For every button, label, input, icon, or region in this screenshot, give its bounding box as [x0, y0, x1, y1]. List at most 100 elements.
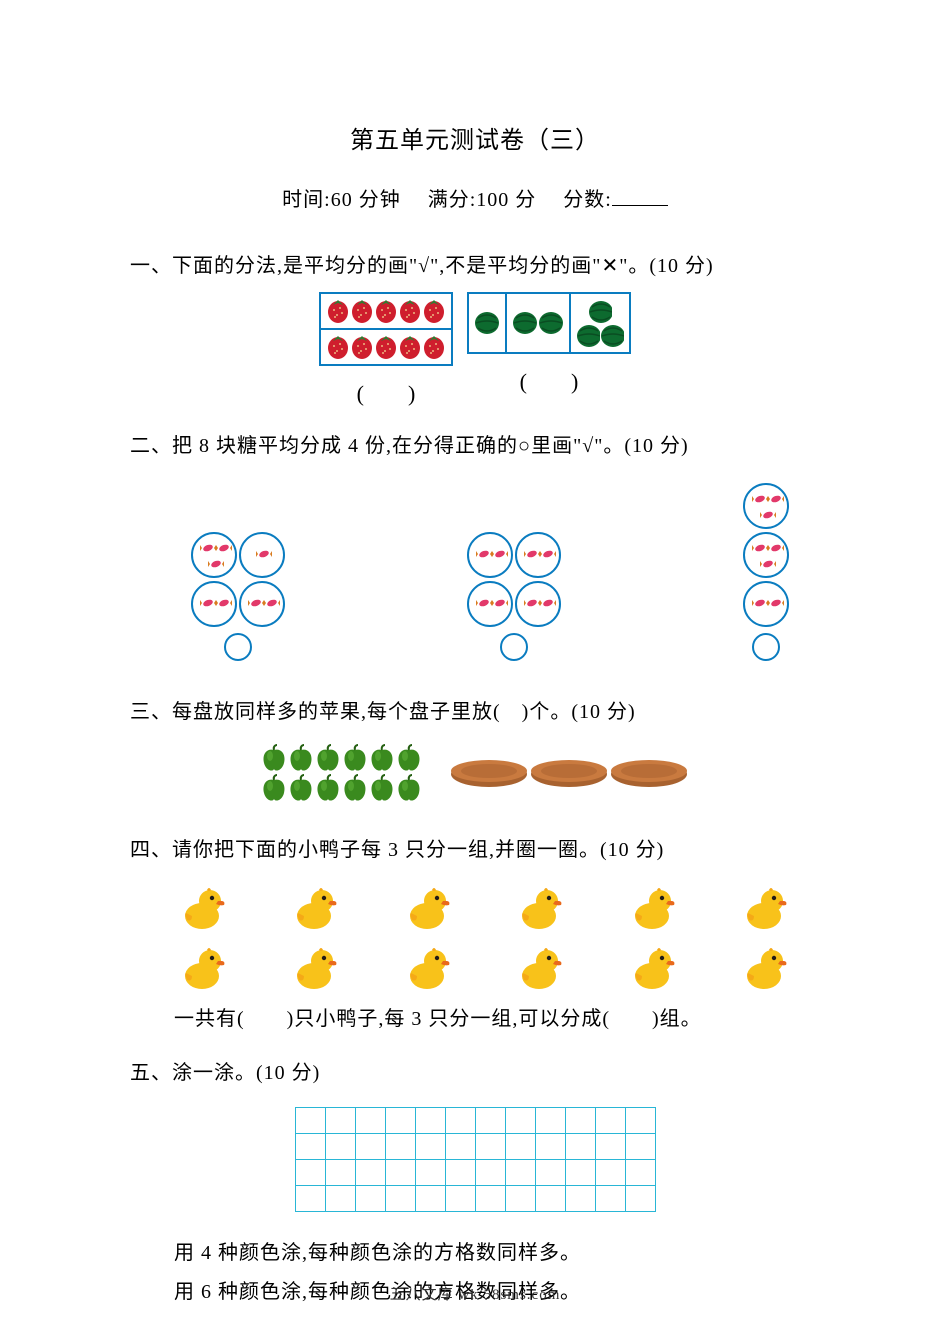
footer-text: 五八文库 wk.58sms.com [0, 1283, 950, 1304]
duck-icon [630, 886, 678, 932]
duck-icon [180, 886, 228, 932]
meta-line: 时间:60 分钟 满分:100 分 分数: [130, 183, 820, 212]
check-circle-1[interactable] [500, 633, 528, 661]
grid-cell[interactable] [415, 1134, 445, 1160]
watermelon-icon [588, 299, 612, 323]
q1-watermelon-table [467, 292, 631, 354]
watermelon-icon [600, 323, 624, 347]
grid-cell[interactable] [295, 1134, 325, 1160]
grid-cell[interactable] [325, 1134, 355, 1160]
grid-cell[interactable] [295, 1160, 325, 1186]
duck-icon [742, 946, 790, 992]
duck-icon [405, 886, 453, 932]
q2-group-2 [742, 482, 790, 666]
grid-cell[interactable] [355, 1186, 385, 1212]
q1-paren-right[interactable]: ( ) [520, 369, 579, 394]
duck-icon [292, 886, 340, 932]
grid-cell[interactable] [385, 1160, 415, 1186]
grid-cell[interactable] [565, 1160, 595, 1186]
fullscore-label: 满分:100 分 [428, 189, 537, 211]
q2-illustration [130, 472, 820, 666]
q1-strawberry-table [319, 292, 453, 366]
plate-icon [449, 759, 529, 789]
q3-illustration [130, 738, 820, 832]
candy-circle-icon [742, 580, 790, 628]
grid-cell[interactable] [625, 1134, 655, 1160]
duck-icon [292, 946, 340, 992]
apple-icon [288, 774, 315, 804]
duck-icon [517, 946, 565, 992]
grid-cell[interactable] [625, 1160, 655, 1186]
duck-icon [180, 886, 228, 932]
grid-cell[interactable] [565, 1108, 595, 1134]
grid-cell[interactable] [565, 1134, 595, 1160]
grid-cell[interactable] [595, 1134, 625, 1160]
grid-table[interactable] [295, 1107, 656, 1212]
grid-cell[interactable] [475, 1134, 505, 1160]
grid-cell[interactable] [535, 1134, 565, 1160]
grid-cell[interactable] [445, 1160, 475, 1186]
apple-icon [396, 744, 423, 774]
q5-text: 五、涂一涂。(10 分) [130, 1055, 820, 1091]
duck-icon [742, 886, 790, 932]
grid-cell[interactable] [445, 1134, 475, 1160]
check-circle-2[interactable] [752, 633, 780, 661]
grid-cell[interactable] [385, 1134, 415, 1160]
duck-icon [405, 886, 453, 932]
strawberry-icon [374, 333, 398, 361]
candy-circle-icon [466, 531, 514, 579]
grid-cell[interactable] [595, 1186, 625, 1212]
grid-cell[interactable] [415, 1108, 445, 1134]
grid-cell[interactable] [385, 1186, 415, 1212]
grid-cell[interactable] [595, 1108, 625, 1134]
grid-cell[interactable] [475, 1108, 505, 1134]
grid-cell[interactable] [445, 1186, 475, 1212]
grid-cell[interactable] [505, 1186, 535, 1212]
apple-icon [288, 744, 315, 774]
grid-cell[interactable] [295, 1186, 325, 1212]
grid-cell[interactable] [565, 1186, 595, 1212]
check-circle-0[interactable] [224, 633, 252, 661]
apple-icon [396, 774, 423, 804]
grid-cell[interactable] [595, 1160, 625, 1186]
apple-icon [261, 774, 288, 804]
plate-icon [609, 759, 689, 789]
grid-cell[interactable] [505, 1134, 535, 1160]
grid-cell[interactable] [355, 1134, 385, 1160]
q2-group-1 [466, 531, 562, 666]
apple-icon [315, 774, 342, 804]
duck-icon [405, 946, 453, 992]
grid-cell[interactable] [625, 1186, 655, 1212]
grid-cell[interactable] [535, 1160, 565, 1186]
grid-cell[interactable] [325, 1108, 355, 1134]
grid-cell[interactable] [355, 1160, 385, 1186]
q4-blank-line[interactable]: 一共有( )只小鸭子,每 3 只分一组,可以分成( )组。 [174, 1002, 820, 1031]
grid-cell[interactable] [625, 1108, 655, 1134]
candy-circle-icon [466, 580, 514, 628]
grid-cell[interactable] [535, 1108, 565, 1134]
grid-cell[interactable] [535, 1186, 565, 1212]
strawberry-icon [326, 333, 350, 361]
grid-cell[interactable] [475, 1186, 505, 1212]
q3-text: 三、每盘放同样多的苹果,每个盘子里放( )个。(10 分) [130, 694, 820, 730]
q1-paren-left[interactable]: ( ) [357, 381, 416, 406]
apple-icon [315, 744, 342, 774]
score-label: 分数: [563, 189, 612, 211]
grid-cell[interactable] [415, 1186, 445, 1212]
grid-cell[interactable] [295, 1108, 325, 1134]
strawberry-icon [350, 333, 374, 361]
grid-cell[interactable] [415, 1160, 445, 1186]
candy-circle-icon [742, 482, 790, 530]
grid-cell[interactable] [475, 1160, 505, 1186]
grid-cell[interactable] [445, 1108, 475, 1134]
grid-cell[interactable] [325, 1186, 355, 1212]
score-blank[interactable] [612, 188, 668, 206]
grid-cell[interactable] [355, 1108, 385, 1134]
apples-group [261, 744, 423, 804]
grid-cell[interactable] [325, 1160, 355, 1186]
grid-cell[interactable] [505, 1160, 535, 1186]
duck-icon [742, 946, 790, 992]
duck-icon [292, 946, 340, 992]
grid-cell[interactable] [385, 1108, 415, 1134]
grid-cell[interactable] [505, 1108, 535, 1134]
